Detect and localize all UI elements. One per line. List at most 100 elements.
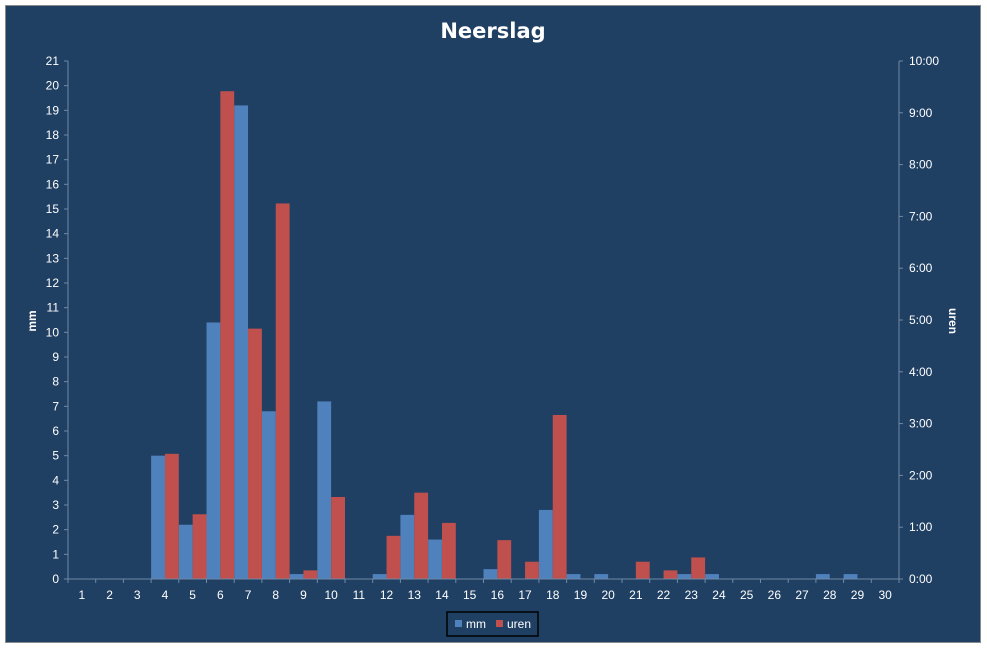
legend-label-uren: uren xyxy=(507,617,531,631)
bar-mm-day-20 xyxy=(594,574,609,579)
y-tick-label: 18 xyxy=(46,128,60,142)
bar-uren-day-12 xyxy=(386,535,401,579)
x-tick-label: 29 xyxy=(851,588,865,602)
y-tick-label: 15 xyxy=(46,202,60,216)
y2-tick-label: 0:00 xyxy=(909,572,933,586)
x-tick-label: 14 xyxy=(435,588,449,602)
y-tick-label: 12 xyxy=(46,276,60,290)
bar-mm-day-4 xyxy=(151,455,165,579)
x-tick-label: 15 xyxy=(463,588,477,602)
bar-mm-day-5 xyxy=(178,524,193,579)
bar-mm-day-10 xyxy=(317,401,332,579)
x-tick-label: 23 xyxy=(685,588,699,602)
bar-uren-day-10 xyxy=(331,496,345,579)
bar-uren-day-18 xyxy=(552,414,567,579)
y2-tick-label: 2:00 xyxy=(909,468,933,482)
chart-title: Neerslag xyxy=(440,19,545,43)
x-tick-label: 2 xyxy=(106,588,113,602)
y2-tick-label: 5:00 xyxy=(909,313,933,327)
x-tick-label: 12 xyxy=(380,588,394,602)
x-tick-label: 8 xyxy=(272,588,279,602)
y2-tick-label: 6:00 xyxy=(909,261,933,275)
legend: mm uren xyxy=(446,611,539,637)
bars-group xyxy=(151,91,858,580)
bar-uren-day-8 xyxy=(275,203,290,579)
bar-mm-day-8 xyxy=(261,411,276,579)
y-tick-label: 6 xyxy=(52,424,59,438)
y-tick-label: 17 xyxy=(46,153,60,167)
bar-uren-day-14 xyxy=(441,522,456,579)
y2-tick-label: 9:00 xyxy=(909,106,933,120)
y2-tick-label: 10:00 xyxy=(909,54,939,68)
bar-mm-day-12 xyxy=(372,574,387,579)
bar-uren-day-23 xyxy=(691,557,706,579)
x-tick-label: 10 xyxy=(324,588,338,602)
y2-tick-label: 7:00 xyxy=(909,209,933,223)
bar-uren-day-17 xyxy=(525,561,539,579)
legend-label-mm: mm xyxy=(466,617,486,631)
y-tick-label: 7 xyxy=(52,399,59,413)
legend-swatch-uren xyxy=(496,620,503,627)
x-tick-label: 13 xyxy=(408,588,422,602)
bar-mm-day-19 xyxy=(566,574,581,579)
y-tick-label: 1 xyxy=(52,547,59,561)
bar-uren-day-16 xyxy=(497,540,512,579)
y2-tick-label: 1:00 xyxy=(909,520,933,534)
x-tick-label: 6 xyxy=(217,588,224,602)
y-tick-label: 10 xyxy=(46,325,60,339)
axes-group: 01234567891011121314151617181920210:001:… xyxy=(46,54,940,602)
y-tick-label: 14 xyxy=(46,227,60,241)
bar-uren-day-4 xyxy=(164,453,179,579)
x-tick-label: 24 xyxy=(712,588,726,602)
x-tick-label: 5 xyxy=(189,588,196,602)
y2-tick-label: 3:00 xyxy=(909,417,933,431)
x-tick-label: 9 xyxy=(300,588,307,602)
bar-mm-day-16 xyxy=(483,569,498,579)
y-axis-title: mm xyxy=(25,310,39,331)
legend-swatch-mm xyxy=(455,620,462,627)
y-tick-label: 2 xyxy=(52,523,59,537)
y-tick-label: 0 xyxy=(52,572,59,586)
bar-mm-day-18 xyxy=(538,509,553,579)
bar-mm-day-13 xyxy=(400,514,415,579)
bar-uren-day-13 xyxy=(414,492,429,579)
y2-axis-title: uren xyxy=(946,308,960,334)
x-tick-label: 19 xyxy=(574,588,588,602)
y-tick-label: 20 xyxy=(46,79,60,93)
x-tick-label: 21 xyxy=(629,588,643,602)
bar-mm-day-6 xyxy=(206,322,221,579)
legend-box xyxy=(446,611,539,637)
y-tick-label: 3 xyxy=(52,498,59,512)
y-tick-label: 4 xyxy=(52,473,59,487)
x-tick-label: 3 xyxy=(134,588,141,602)
y-tick-label: 11 xyxy=(47,301,60,315)
bar-mm-day-14 xyxy=(428,539,442,579)
x-tick-label: 17 xyxy=(518,588,532,602)
x-tick-label: 20 xyxy=(601,588,615,602)
bar-mm-day-29 xyxy=(843,574,858,579)
y2-tick-label: 8:00 xyxy=(909,158,933,172)
x-tick-label: 1 xyxy=(79,588,86,602)
bar-uren-day-7 xyxy=(248,328,262,579)
x-tick-label: 22 xyxy=(657,588,671,602)
bar-mm-day-28 xyxy=(815,574,830,579)
bar-mm-day-24 xyxy=(705,574,719,579)
bar-mm-day-7 xyxy=(234,105,249,580)
x-tick-label: 18 xyxy=(546,588,560,602)
y-tick-label: 19 xyxy=(46,103,60,117)
x-tick-label: 7 xyxy=(245,588,252,602)
x-tick-label: 28 xyxy=(823,588,837,602)
bar-uren-day-9 xyxy=(303,570,318,579)
y-tick-label: 5 xyxy=(52,449,59,463)
y-tick-label: 13 xyxy=(46,251,60,265)
bar-uren-day-22 xyxy=(663,570,678,579)
y-tick-label: 21 xyxy=(46,54,60,68)
x-tick-label: 16 xyxy=(491,588,505,602)
bar-mm-day-23 xyxy=(677,574,692,579)
x-tick-label: 4 xyxy=(162,588,169,602)
x-tick-label: 11 xyxy=(353,588,366,602)
y2-tick-label: 4:00 xyxy=(909,365,933,379)
bar-uren-day-5 xyxy=(192,514,207,579)
x-tick-label: 30 xyxy=(878,588,892,602)
x-tick-label: 25 xyxy=(740,588,754,602)
